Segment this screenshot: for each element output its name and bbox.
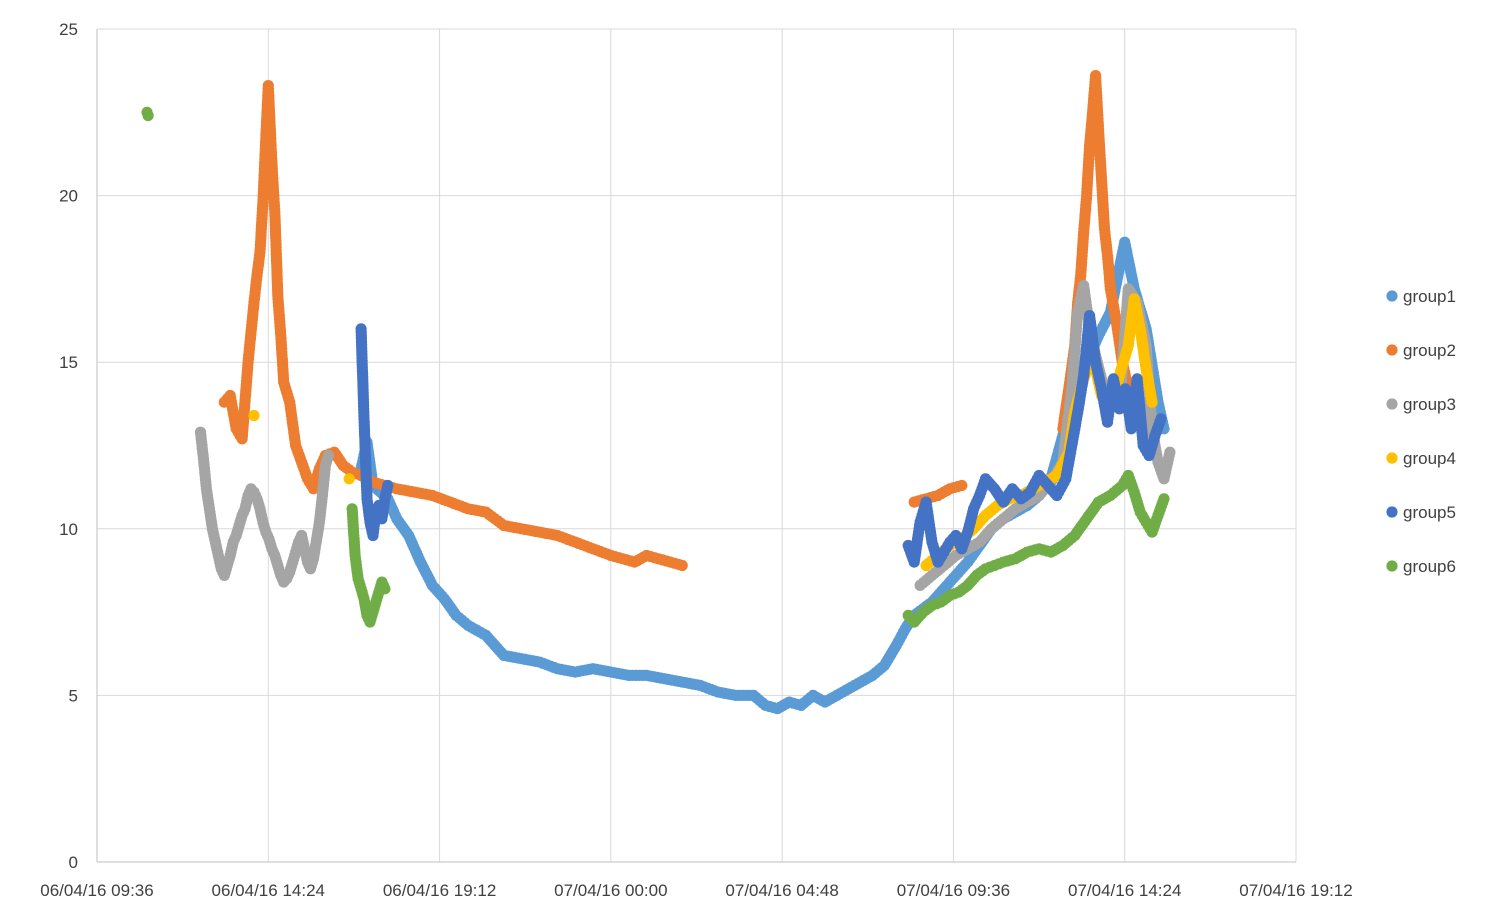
legend-label: group6	[1403, 557, 1456, 576]
legend-label: group4	[1403, 449, 1456, 468]
axes: 0 5 10 15 20 25 06/04/16 09:36 06/04/16 14:24 06…	[40, 20, 1352, 900]
data-point	[1155, 413, 1167, 425]
y-tick-label: 5	[69, 686, 78, 705]
legend-item-group2: group2	[1386, 341, 1456, 360]
legend-marker	[1386, 398, 1398, 410]
data-point	[382, 479, 394, 492]
data-point	[1164, 446, 1176, 458]
legend: group1 group2 group3 group4 group5 group6	[1386, 287, 1456, 576]
x-tick-label: 07/04/16 09:36	[897, 881, 1010, 900]
legend-label: group1	[1403, 287, 1456, 306]
legend-item-group4: group4	[1386, 449, 1456, 468]
y-tick-label: 15	[59, 353, 78, 372]
data-point	[343, 473, 355, 485]
data-point	[248, 409, 260, 422]
x-tick-label: 06/04/16 14:24	[212, 881, 325, 900]
series-group5	[355, 310, 1167, 568]
series-group4	[248, 293, 1158, 572]
x-tick-label: 07/04/16 00:00	[554, 881, 667, 900]
legend-marker	[1386, 344, 1398, 356]
y-tick-label: 20	[59, 187, 78, 206]
series-group3	[194, 280, 1176, 592]
data-point	[379, 583, 391, 595]
series-group6	[141, 106, 1170, 628]
y-tick-label: 25	[59, 20, 78, 39]
legend-marker	[1386, 506, 1398, 518]
y-tick-label: 0	[69, 853, 78, 872]
data-points	[141, 70, 1176, 715]
legend-item-group3: group3	[1386, 395, 1456, 414]
legend-label: group2	[1403, 341, 1456, 360]
x-tick-label: 07/04/16 04:48	[725, 881, 838, 900]
legend-item-group1: group1	[1386, 287, 1456, 306]
x-tick-label: 06/04/16 09:36	[40, 881, 153, 900]
legend-marker	[1386, 452, 1398, 464]
data-point	[1158, 493, 1170, 505]
x-tick-label: 07/04/16 14:24	[1068, 881, 1181, 900]
legend-item-group5: group5	[1386, 503, 1456, 522]
legend-label: group5	[1403, 503, 1456, 522]
legend-marker	[1386, 290, 1398, 302]
y-tick-label: 10	[59, 520, 78, 539]
x-tick-label: 07/04/16 19:12	[1239, 881, 1352, 900]
legend-item-group6: group6	[1386, 557, 1456, 576]
data-point	[956, 479, 968, 492]
data-point	[1146, 396, 1158, 408]
legend-marker	[1386, 560, 1398, 572]
data-point	[676, 559, 688, 572]
x-tick-label: 06/04/16 19:12	[383, 881, 496, 900]
legend-label: group3	[1403, 395, 1456, 414]
data-point	[322, 449, 334, 462]
data-point	[142, 110, 154, 122]
